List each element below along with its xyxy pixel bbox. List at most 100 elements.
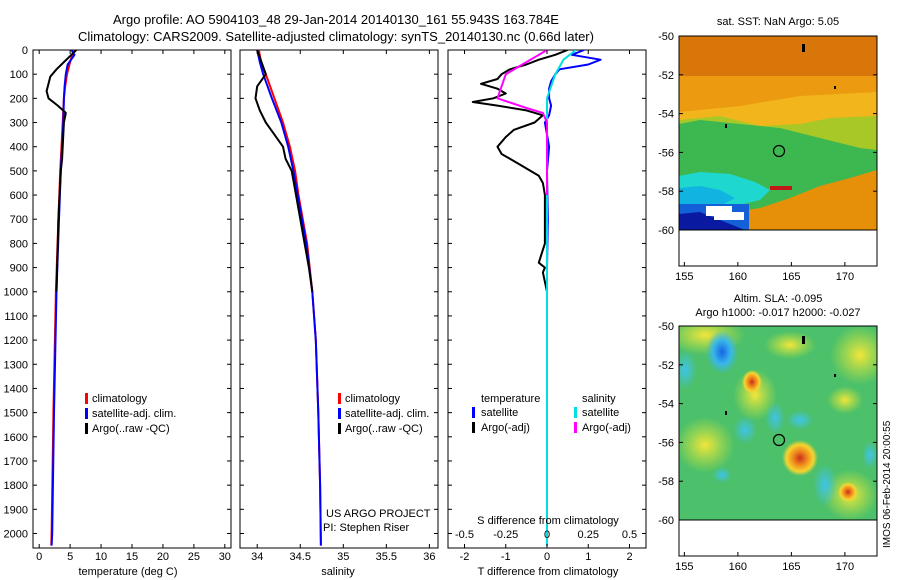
y-tick-label: 2000 bbox=[4, 528, 28, 540]
y-tick-label: 900 bbox=[10, 263, 28, 275]
series-line-temperature-argo-adj bbox=[471, 50, 568, 292]
difference-plot bbox=[471, 50, 602, 548]
argo-float-marker-sla bbox=[772, 433, 786, 447]
map-y-tick-label: -54 bbox=[658, 399, 674, 411]
y-tick-label: 1200 bbox=[4, 335, 28, 347]
temperature-axis-label: temperature (deg C) bbox=[78, 566, 177, 578]
legend-label-argo: Argo(..raw -QC) bbox=[92, 423, 170, 435]
temperature-plot bbox=[45, 50, 77, 546]
x-tick-label: -2 bbox=[460, 551, 470, 563]
sla-map-axes: -50 -52 -54 -56 -58 -60 155 160 165 170 bbox=[658, 321, 877, 573]
y-tick-label: 300 bbox=[10, 118, 28, 130]
x-tick-label: 35.5 bbox=[376, 551, 397, 563]
imos-footer: IMOS 06-Feb-2014 20:00:55 bbox=[882, 420, 893, 548]
y-tick-label: 0 bbox=[22, 45, 28, 57]
map-y-tick-label: -52 bbox=[658, 360, 674, 372]
map-y-tick-label: -54 bbox=[658, 109, 674, 121]
map-y-tick-label: -60 bbox=[658, 225, 674, 237]
y-tick-label: 1000 bbox=[4, 287, 28, 299]
s-difference-tick-label: 0 bbox=[544, 529, 550, 541]
legend-label-argo: Argo(..raw -QC) bbox=[345, 423, 423, 435]
y-tick-label: 1100 bbox=[4, 311, 28, 323]
legend-swatch-argo bbox=[338, 423, 341, 434]
legend-swatch-temperature-satellite bbox=[472, 407, 475, 418]
x-tick-label: 20 bbox=[157, 551, 169, 563]
map-x-tick-label: 170 bbox=[836, 561, 854, 573]
legend-swatch-satellite bbox=[85, 408, 88, 419]
map-y-tick-label: -60 bbox=[658, 515, 674, 527]
map-y-tick-label: -52 bbox=[658, 70, 674, 82]
x-tick-label: 34.5 bbox=[290, 551, 311, 563]
map-x-tick-label: 170 bbox=[836, 271, 854, 283]
sst-map-title: sat. SST: NaN Argo: 5.05 bbox=[717, 16, 839, 28]
sla-map bbox=[679, 326, 877, 520]
map-y-tick-label: -50 bbox=[658, 31, 674, 43]
legend-label-satellite: satellite-adj. clim. bbox=[345, 408, 429, 420]
series-line-argo-raw-qc bbox=[45, 50, 77, 292]
legend-heading-salinity: salinity bbox=[582, 393, 616, 405]
legend-label-climatology: climatology bbox=[92, 393, 148, 405]
legend-label-climatology: climatology bbox=[345, 393, 401, 405]
sla-map-subtitle: Argo h1000: -0.017 h2000: -0.027 bbox=[695, 307, 860, 319]
s-difference-tick-label: -0.5 bbox=[455, 529, 474, 541]
salinity-plot bbox=[254, 50, 322, 546]
sla-map-blank bbox=[678, 519, 878, 557]
x-tick-label: 1 bbox=[585, 551, 591, 563]
legend-label-temperature-satellite: satellite bbox=[481, 407, 518, 419]
x-tick-label: 25 bbox=[188, 551, 200, 563]
legend-swatch-salinity-satellite bbox=[574, 407, 577, 418]
y-tick-label: 1900 bbox=[4, 504, 28, 516]
y-tick-label: 400 bbox=[10, 142, 28, 154]
x-tick-label: 34 bbox=[251, 551, 263, 563]
legend-swatch-climatology bbox=[338, 393, 341, 404]
y-tick-label: 1500 bbox=[4, 408, 28, 420]
legend-label-salinity-satellite: satellite bbox=[582, 407, 619, 419]
temperature-panel bbox=[32, 49, 232, 549]
y-tick-label: 200 bbox=[10, 93, 28, 105]
x-tick-label: 0 bbox=[544, 551, 550, 563]
x-tick-label: 35 bbox=[337, 551, 349, 563]
legend-label-salinity-argo: Argo(-adj) bbox=[582, 422, 631, 434]
y-tick-label: 1400 bbox=[4, 383, 28, 395]
map-y-tick-label: -56 bbox=[658, 437, 674, 449]
sst-map-axes: -50 -52 -54 -56 -58 -60 155 160 165 170 bbox=[658, 31, 877, 283]
map-y-tick-label: -50 bbox=[658, 321, 674, 333]
x-tick-label: 10 bbox=[95, 551, 107, 563]
map-y-tick-label: -58 bbox=[658, 476, 674, 488]
s-difference-tick-label: 0.5 bbox=[622, 529, 637, 541]
x-tick-label: 2 bbox=[626, 551, 632, 563]
x-tick-label: 0 bbox=[36, 551, 42, 563]
argo-float-marker-sst bbox=[772, 144, 786, 158]
legend-swatch-temperature-argo bbox=[472, 422, 475, 433]
sla-map-title: Altim. SLA: -0.095 bbox=[734, 293, 823, 305]
difference-legend: temperature satellite Argo(-adj) salinit… bbox=[472, 393, 631, 434]
sst-map-blank bbox=[678, 229, 878, 267]
legend-heading-temperature: temperature bbox=[481, 393, 540, 405]
y-tick-label: 1300 bbox=[4, 359, 28, 371]
x-tick-label: 30 bbox=[219, 551, 231, 563]
salinity-legend: climatology satellite-adj. clim. Argo(..… bbox=[338, 393, 429, 435]
series-line-salinity-argo-adj bbox=[496, 50, 548, 195]
legend-label-satellite: satellite-adj. clim. bbox=[92, 408, 176, 420]
legend-swatch-climatology bbox=[85, 393, 88, 404]
sst-map bbox=[679, 36, 877, 230]
map-x-tick-label: 165 bbox=[782, 271, 800, 283]
y-tick-label: 1700 bbox=[4, 456, 28, 468]
depth-axis: 0 100 200 300 400 500 600 700 800 900 1000 1100 1200… bbox=[4, 45, 646, 540]
y-tick-label: 700 bbox=[10, 214, 28, 226]
x-axes: 0 5 10 15 20 25 30 34 34.5 35 35.5 36 -2 -1 0 1 2 bbox=[36, 50, 633, 563]
salinity-axis-label: salinity bbox=[321, 566, 355, 578]
figure-subtitle: Climatology: CARS2009. Satellite-adjuste… bbox=[78, 29, 594, 44]
map-x-tick-label: 155 bbox=[675, 561, 693, 573]
map-y-tick-label: -58 bbox=[658, 186, 674, 198]
legend-swatch-satellite bbox=[338, 408, 341, 419]
s-difference-tick-label: 0.25 bbox=[578, 529, 599, 541]
s-difference-label: S difference from climatology bbox=[477, 515, 619, 527]
map-x-tick-label: 155 bbox=[675, 271, 693, 283]
s-difference-tick-label: -0.25 bbox=[493, 529, 518, 541]
difference-axis-label: T difference from climatology bbox=[478, 566, 619, 578]
credit-pi: PI: Stephen Riser bbox=[323, 522, 410, 534]
figure-title: Argo profile: AO 5904103_48 29-Jan-2014 … bbox=[113, 12, 559, 27]
y-tick-label: 100 bbox=[10, 69, 28, 81]
